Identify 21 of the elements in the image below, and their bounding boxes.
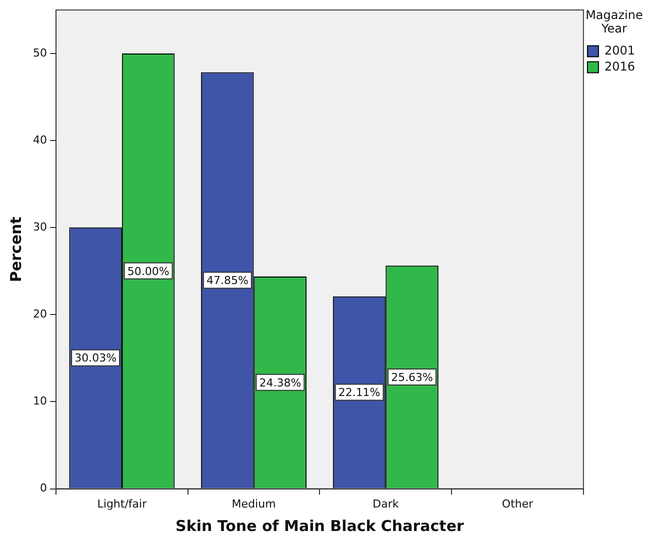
- x-axis-title: Skin Tone of Main Black Character: [176, 516, 464, 535]
- legend-label: 2016: [604, 59, 636, 74]
- x-tick-label: Light/fair: [97, 497, 148, 510]
- data-label: 25.63%: [391, 370, 434, 384]
- legend-label: 2001: [604, 43, 636, 58]
- legend-title: Magazine Year: [586, 8, 643, 36]
- y-axis-title: Percent: [6, 216, 25, 282]
- y-tick-label: 50: [32, 46, 47, 60]
- y-tick-label: 20: [32, 308, 47, 321]
- data-label: 22.11%: [338, 386, 380, 400]
- data-label: 47.85%: [206, 274, 248, 288]
- data-label: 50.00%: [127, 264, 170, 278]
- x-tick-label: Other: [502, 497, 534, 510]
- y-tick-label: 30: [32, 220, 47, 234]
- data-label: 30.03%: [74, 352, 117, 365]
- y-tick-label: 40: [32, 133, 47, 146]
- y-tick-label: 10: [32, 394, 47, 408]
- x-tick-label: Dark: [372, 497, 400, 510]
- x-tick-label: Medium: [232, 497, 276, 510]
- y-tick-label: 0: [40, 482, 47, 495]
- data-label: 24.38%: [259, 376, 302, 390]
